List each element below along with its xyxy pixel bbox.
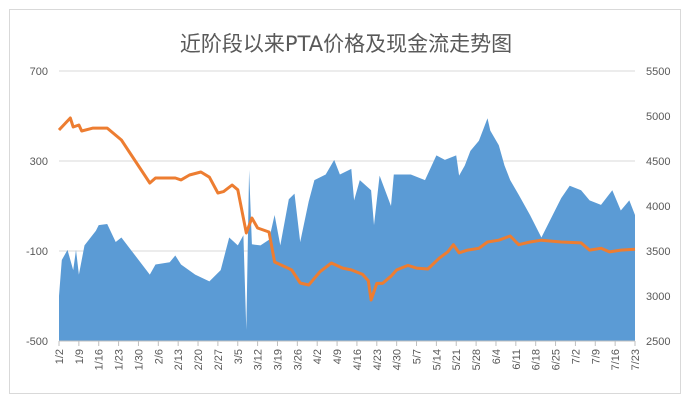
left-axis-tick: -500 xyxy=(26,336,48,348)
x-axis-tick: 3/19 xyxy=(272,349,284,370)
x-axis-tick: 4/2 xyxy=(312,349,324,364)
x-axis-tick: 2/6 xyxy=(153,349,165,364)
left-axis-tick: 300 xyxy=(30,156,48,168)
right-axis-tick: 4500 xyxy=(646,156,670,168)
x-axis-tick: 6/4 xyxy=(491,349,503,364)
x-axis-tick: 7/16 xyxy=(610,349,622,370)
chart-title: 近阶段以来PTA价格及现金流走势图 xyxy=(179,32,513,56)
x-axis-tick: 6/18 xyxy=(531,349,543,370)
right-axis-tick: 4000 xyxy=(646,201,670,213)
x-axis-tick: 7/2 xyxy=(570,349,582,364)
x-axis-tick: 2/20 xyxy=(193,349,205,370)
x-axis-tick: 1/30 xyxy=(133,349,145,370)
x-axis-tick: 7/23 xyxy=(630,349,642,370)
x-axis-tick: 6/25 xyxy=(551,349,563,370)
chart-frame xyxy=(9,9,681,394)
right-axis-tick: 3000 xyxy=(646,291,670,303)
x-axis-tick: 4/30 xyxy=(392,349,404,370)
x-axis-tick: 7/9 xyxy=(590,349,602,364)
left-axis-tick: -100 xyxy=(26,246,48,258)
cash-flow-area xyxy=(59,118,635,341)
left-axis-tick: 700 xyxy=(30,66,48,78)
x-axis-tick: 2/13 xyxy=(173,349,185,370)
x-axis-tick: 5/21 xyxy=(451,349,463,370)
right-axis-tick: 3500 xyxy=(646,246,670,258)
x-axis-tick: 3/5 xyxy=(233,349,245,364)
x-axis-tick: 4/16 xyxy=(352,349,364,370)
right-axis-tick: 5500 xyxy=(646,66,670,78)
x-axis-tick: 5/28 xyxy=(471,349,483,370)
x-axis-tick: 3/26 xyxy=(292,349,304,370)
x-axis-tick: 1/2 xyxy=(54,349,66,364)
x-axis-tick: 4/23 xyxy=(372,349,384,370)
pta-price-line xyxy=(57,116,636,302)
x-axis-tick: 1/16 xyxy=(94,349,106,370)
x-axis-tick: 3/12 xyxy=(253,349,265,370)
x-axis-tick: 1/9 xyxy=(74,349,86,364)
x-axis-tick: 2/27 xyxy=(213,349,225,370)
x-axis-tick: 5/14 xyxy=(431,349,443,370)
x-axis-tick: 5/7 xyxy=(412,349,424,364)
x-axis-tick: 6/11 xyxy=(511,349,523,370)
right-axis-tick: 2500 xyxy=(646,336,670,348)
x-axis-tick: 4/9 xyxy=(332,349,344,364)
x-axis-tick: 1/23 xyxy=(114,349,126,370)
right-axis-tick: 5000 xyxy=(646,111,670,123)
